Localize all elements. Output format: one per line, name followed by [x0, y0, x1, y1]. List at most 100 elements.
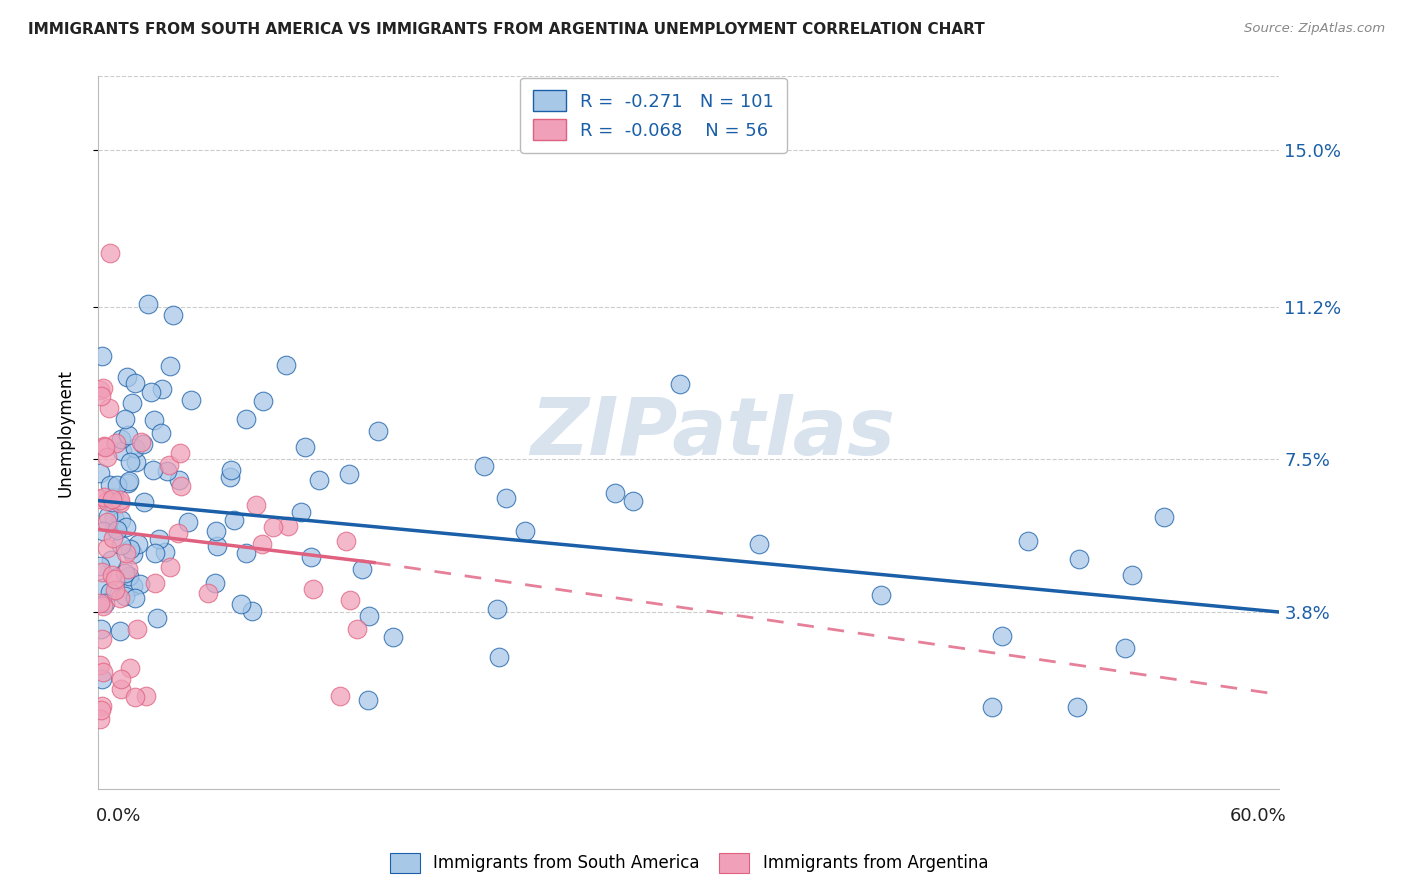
- Point: [110, 681, 132, 696]
- Point: [339, 593, 361, 607]
- Point: [89, 466, 111, 480]
- Point: [605, 486, 627, 500]
- Point: [127, 537, 149, 551]
- Point: [103, 572, 125, 586]
- Point: [748, 537, 770, 551]
- Point: [352, 562, 374, 576]
- Point: [114, 566, 136, 580]
- Point: [981, 700, 1004, 714]
- Point: [235, 546, 257, 560]
- Point: [335, 533, 357, 548]
- Point: [110, 513, 132, 527]
- Point: [159, 559, 181, 574]
- Point: [488, 650, 510, 665]
- Point: [120, 542, 142, 557]
- Point: [91, 349, 114, 363]
- Point: [97, 509, 120, 524]
- Point: [91, 665, 114, 680]
- Point: [114, 589, 136, 603]
- Point: [621, 494, 644, 508]
- Point: [142, 462, 165, 476]
- Point: [177, 516, 200, 530]
- Point: [162, 308, 184, 322]
- Point: [150, 382, 173, 396]
- Point: [472, 459, 495, 474]
- Point: [104, 521, 127, 535]
- Point: [495, 491, 517, 505]
- Text: ZIPatlas: ZIPatlas: [530, 393, 896, 472]
- Point: [167, 525, 190, 540]
- Point: [252, 394, 274, 409]
- Point: [157, 458, 180, 472]
- Point: [290, 505, 312, 519]
- Text: 0.0%: 0.0%: [96, 807, 141, 825]
- Point: [167, 473, 190, 487]
- Point: [669, 376, 692, 391]
- Point: [294, 441, 316, 455]
- Point: [513, 524, 536, 538]
- Point: [94, 596, 117, 610]
- Point: [1114, 641, 1136, 656]
- Point: [90, 389, 112, 403]
- Point: [132, 495, 155, 509]
- Point: [114, 412, 136, 426]
- Point: [486, 601, 509, 615]
- Point: [96, 541, 118, 555]
- Point: [135, 689, 157, 703]
- Point: [219, 470, 242, 484]
- Point: [121, 396, 143, 410]
- Point: [90, 703, 112, 717]
- Point: [93, 439, 115, 453]
- Point: [131, 437, 153, 451]
- Point: [143, 576, 166, 591]
- Point: [149, 425, 172, 440]
- Point: [127, 622, 149, 636]
- Point: [118, 475, 141, 489]
- Point: [110, 672, 132, 686]
- Point: [117, 475, 139, 490]
- Point: [221, 463, 243, 477]
- Point: [89, 558, 111, 573]
- Point: [170, 478, 193, 492]
- Point: [89, 596, 111, 610]
- Point: [222, 513, 245, 527]
- Point: [103, 491, 125, 505]
- Point: [302, 582, 325, 597]
- Point: [308, 473, 330, 487]
- Point: [89, 657, 111, 672]
- Point: [89, 384, 111, 398]
- Point: [117, 427, 139, 442]
- Point: [245, 498, 267, 512]
- Point: [91, 524, 114, 538]
- Point: [89, 491, 111, 506]
- Point: [357, 608, 380, 623]
- Point: [382, 630, 405, 644]
- Point: [356, 693, 378, 707]
- Point: [98, 401, 121, 415]
- Point: [111, 444, 134, 458]
- Point: [346, 623, 368, 637]
- Point: [169, 446, 191, 460]
- Point: [235, 412, 257, 426]
- Point: [204, 575, 226, 590]
- Text: IMMIGRANTS FROM SOUTH AMERICA VS IMMIGRANTS FROM ARGENTINA UNEMPLOYMENT CORRELAT: IMMIGRANTS FROM SOUTH AMERICA VS IMMIGRA…: [28, 22, 984, 37]
- Point: [139, 384, 162, 399]
- Point: [114, 520, 136, 534]
- Point: [101, 531, 124, 545]
- Point: [110, 432, 132, 446]
- Point: [110, 538, 132, 552]
- Point: [129, 434, 152, 449]
- Point: [114, 546, 136, 560]
- Point: [118, 455, 141, 469]
- Point: [93, 491, 115, 505]
- Point: [105, 477, 128, 491]
- Point: [121, 579, 143, 593]
- Point: [1121, 568, 1143, 582]
- Point: [101, 491, 124, 506]
- Point: [197, 586, 219, 600]
- Point: [276, 358, 298, 372]
- Point: [146, 611, 169, 625]
- Point: [121, 547, 143, 561]
- Point: [118, 569, 141, 583]
- Point: [108, 624, 131, 638]
